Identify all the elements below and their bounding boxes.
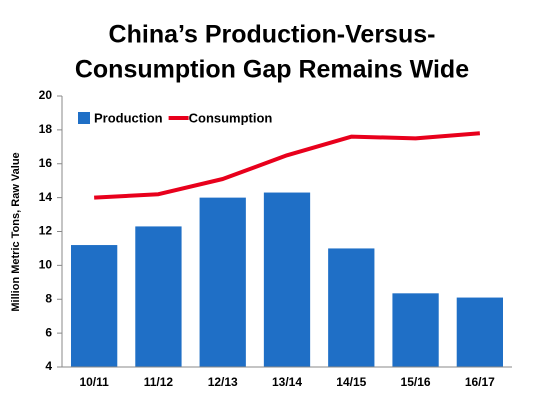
x-tick-label: 12/13 <box>208 375 238 389</box>
y-tick-label: 4 <box>45 359 52 373</box>
x-tick-label: 10/11 <box>79 375 109 389</box>
legend-label: Consumption <box>189 110 273 125</box>
bar <box>392 293 439 367</box>
legend-swatch <box>78 112 90 124</box>
y-tick-label: 8 <box>45 291 52 305</box>
x-tick-label: 13/14 <box>272 375 302 389</box>
y-tick-label: 16 <box>39 156 53 170</box>
x-tick-label: 14/15 <box>336 375 366 389</box>
bar <box>135 226 182 367</box>
bar <box>456 297 503 367</box>
bar <box>263 192 311 367</box>
y-tick-label: 12 <box>39 224 53 238</box>
bar <box>328 248 375 367</box>
y-tick-label: 18 <box>39 122 53 136</box>
y-tick-label: 20 <box>39 88 53 102</box>
y-tick-label: 6 <box>45 325 52 339</box>
bar <box>199 197 246 367</box>
x-tick-label: 15/16 <box>401 375 431 389</box>
x-tick-label: 11/12 <box>144 375 174 389</box>
line <box>94 131 481 200</box>
chart-title: Consumption Gap Remains Wide <box>75 56 469 84</box>
bar <box>71 245 118 367</box>
chart-title: China’s Production-Versus- <box>109 21 436 49</box>
y-axis-label: Million Metric Tons, Raw Value <box>10 152 22 311</box>
legend-label: Production <box>94 110 163 125</box>
y-tick-label: 14 <box>39 190 53 204</box>
y-tick-label: 10 <box>39 258 53 272</box>
x-tick-label: 16/17 <box>465 375 495 389</box>
